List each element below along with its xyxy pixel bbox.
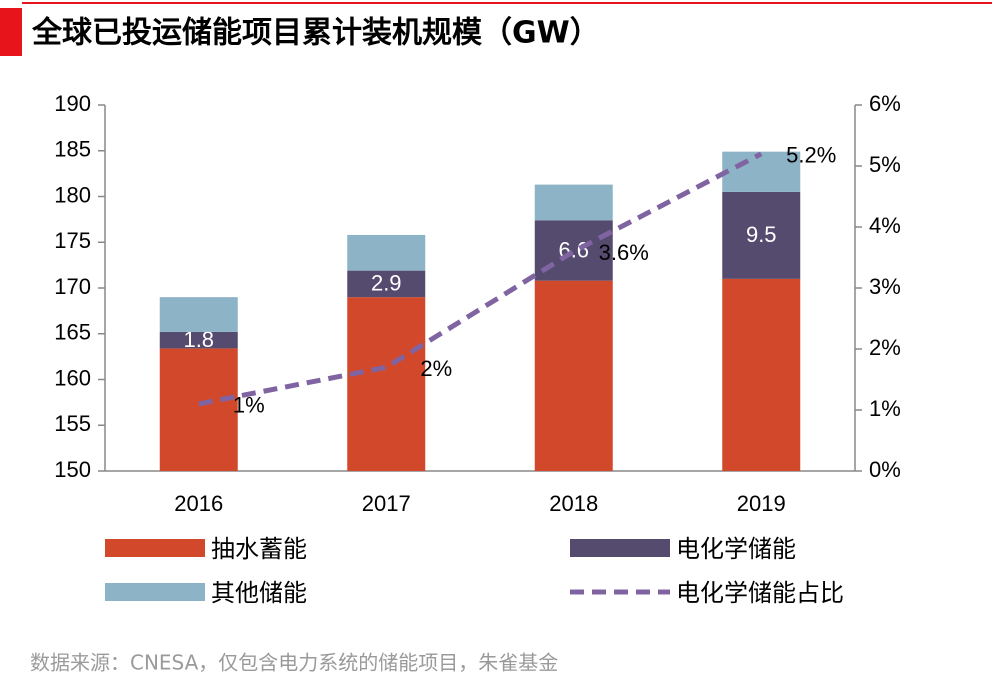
source-note: 数据来源：CNESA，仅包含电力系统的储能项目，朱雀基金 bbox=[30, 651, 558, 675]
x-tick-label: 2018 bbox=[549, 491, 598, 516]
y-tick-label: 165 bbox=[54, 320, 91, 345]
y2-tick-label: 6% bbox=[869, 91, 901, 116]
bar-segment bbox=[722, 278, 801, 471]
y-tick-label: 160 bbox=[54, 365, 91, 390]
bar-segment bbox=[722, 151, 801, 192]
title-marker bbox=[0, 8, 22, 56]
bar-segment bbox=[347, 270, 426, 298]
bar-segment bbox=[159, 297, 238, 332]
legend-swatch bbox=[570, 539, 670, 557]
y2-tick-label: 2% bbox=[869, 335, 901, 360]
chart-title: 全球已投运储能项目累计装机规模（GW） bbox=[31, 16, 600, 51]
y-tick-label: 175 bbox=[54, 228, 91, 253]
legend-swatch bbox=[105, 583, 205, 601]
data-label: 5.2% bbox=[786, 143, 836, 168]
bar-segment bbox=[159, 348, 238, 471]
y-tick-label: 155 bbox=[54, 411, 91, 436]
bar-segment bbox=[534, 280, 613, 471]
bar-segment bbox=[347, 234, 426, 271]
y2-tick-label: 1% bbox=[869, 396, 901, 421]
data-label: 2.9 bbox=[371, 271, 402, 296]
legend-label: 电化学储能 bbox=[676, 535, 796, 563]
y2-tick-label: 3% bbox=[869, 274, 901, 299]
line-series bbox=[198, 151, 763, 407]
legend-label: 抽水蓄能 bbox=[211, 535, 307, 563]
x-tick-label: 2019 bbox=[737, 491, 786, 516]
bar-segment bbox=[534, 184, 613, 221]
data-label: 9.5 bbox=[746, 222, 777, 247]
legend-swatch bbox=[105, 539, 205, 557]
y2-tick-label: 0% bbox=[869, 457, 901, 482]
bar-segment bbox=[159, 331, 238, 349]
x-tick-label: 2017 bbox=[362, 491, 411, 516]
data-label: 1% bbox=[233, 393, 265, 418]
y-tick-label: 180 bbox=[54, 182, 91, 207]
data-label: 3.6% bbox=[599, 240, 649, 265]
bar-segment bbox=[347, 297, 426, 471]
y-tick-label: 185 bbox=[54, 137, 91, 162]
y-tick-label: 190 bbox=[54, 91, 91, 116]
legend-label: 电化学储能占比 bbox=[676, 579, 844, 607]
bar-segment bbox=[722, 191, 801, 279]
y2-tick-label: 5% bbox=[869, 152, 901, 177]
legend-label: 其他储能 bbox=[211, 579, 307, 607]
y2-tick-label: 4% bbox=[869, 213, 901, 238]
x-tick-label: 2016 bbox=[174, 491, 223, 516]
data-label: 2% bbox=[420, 356, 452, 381]
bar-segment bbox=[534, 220, 613, 281]
y-tick-label: 170 bbox=[54, 274, 91, 299]
y-tick-label: 150 bbox=[54, 457, 91, 482]
